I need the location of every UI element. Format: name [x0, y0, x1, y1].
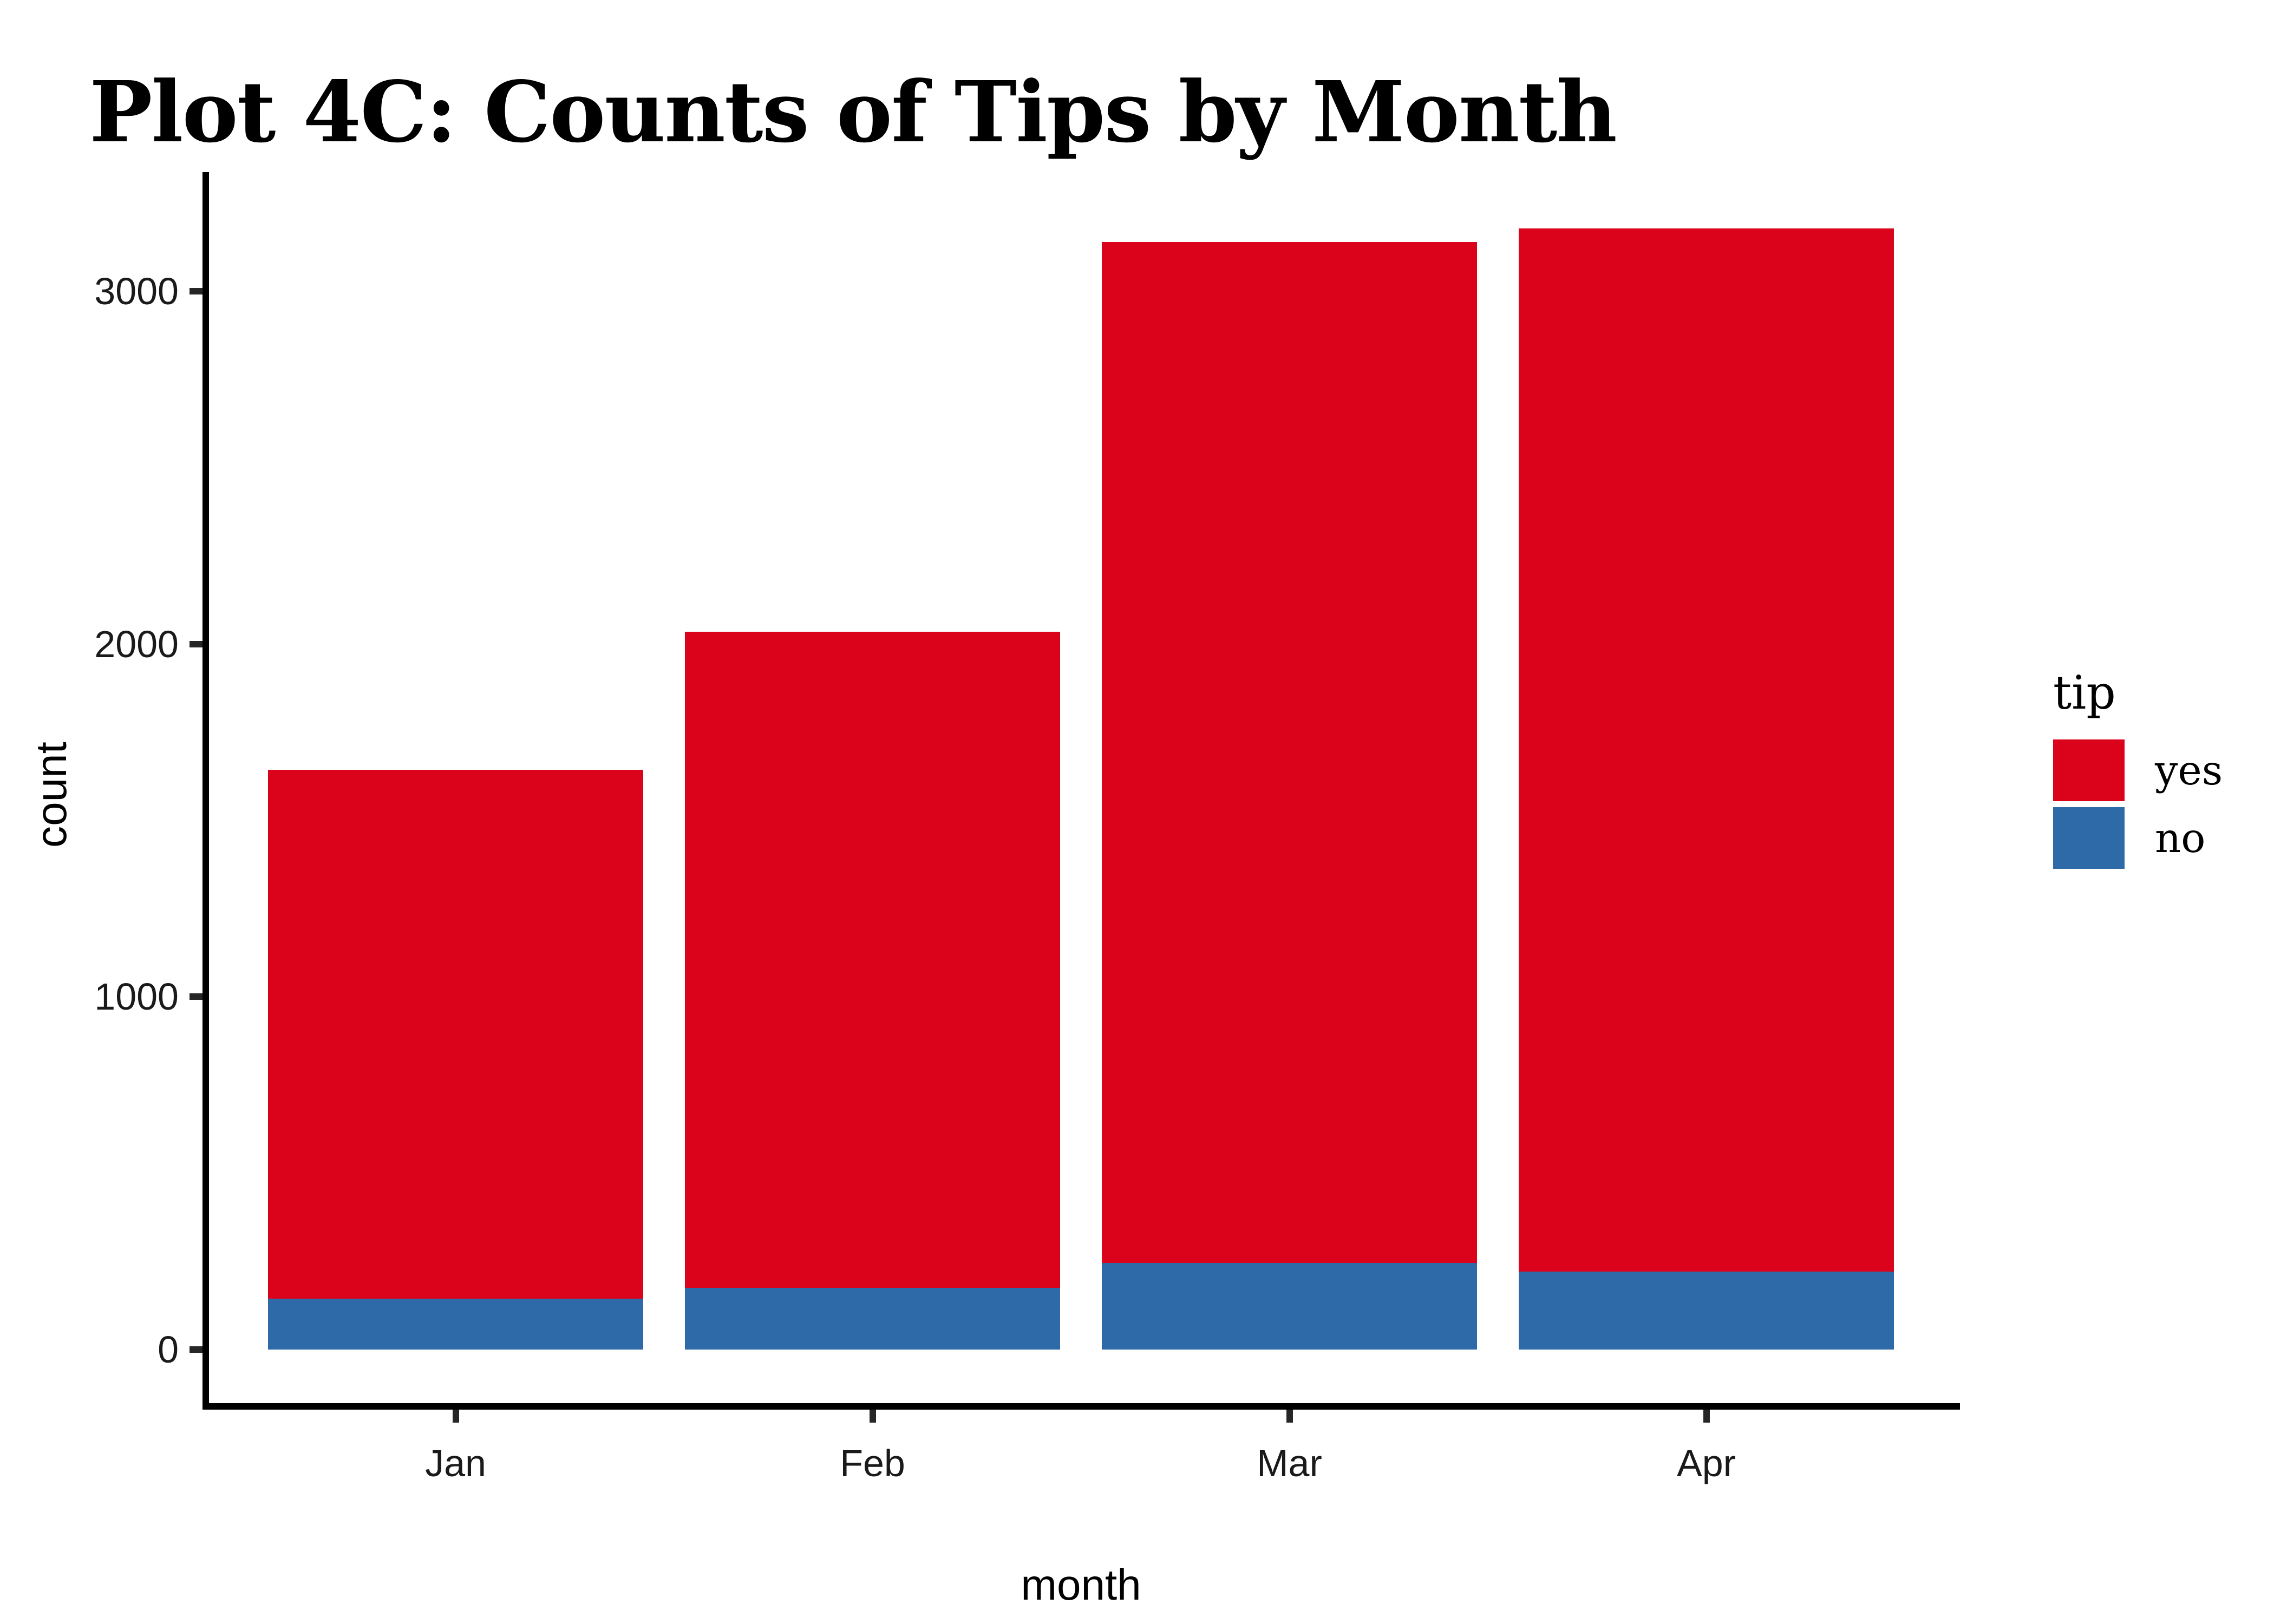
y-tick-mark [190, 287, 202, 294]
x-tick-mark [452, 1410, 459, 1423]
y-tick-mark [190, 640, 202, 647]
y-tick-label: 0 [158, 1328, 179, 1371]
bar-segment-no-apr [1519, 1271, 1894, 1350]
bar-segment-yes-mar [1102, 242, 1477, 1263]
y-tick-mark [190, 993, 202, 1000]
legend-label-yes: yes [2155, 746, 2223, 794]
bar-segment-yes-apr [1519, 228, 1894, 1272]
bar-segment-no-jan [268, 1299, 643, 1350]
x-tick-label: Apr [1677, 1442, 1736, 1484]
x-tick-mark [1286, 1410, 1293, 1423]
legend-title: tip [2053, 666, 2116, 720]
y-tick-mark [190, 1346, 202, 1353]
x-axis-line [202, 1403, 1960, 1410]
legend-label-no: no [2155, 814, 2206, 862]
bar-segment-yes-jan [268, 770, 643, 1299]
bar-segment-no-mar [1102, 1263, 1477, 1350]
y-axis-line [202, 172, 209, 1410]
x-tick-label: Feb [840, 1442, 905, 1484]
x-tick-label: Mar [1257, 1442, 1322, 1484]
x-tick-mark [869, 1410, 876, 1423]
legend-swatch-yes [2053, 739, 2125, 801]
y-tick-label: 3000 [94, 270, 179, 312]
x-tick-mark [1703, 1410, 1710, 1423]
legend-swatch-no [2053, 807, 2125, 869]
bar-segment-yes-feb [685, 631, 1060, 1288]
chart-title: Plot 4C: Counts of Tips by Month [89, 62, 1617, 161]
y-axis-title: count [27, 742, 75, 848]
y-tick-label: 2000 [94, 623, 179, 665]
x-tick-label: Jan [425, 1442, 486, 1484]
x-axis-title: month [1021, 1561, 1141, 1609]
y-tick-label: 1000 [94, 975, 179, 1018]
bar-segment-no-feb [685, 1287, 1060, 1350]
